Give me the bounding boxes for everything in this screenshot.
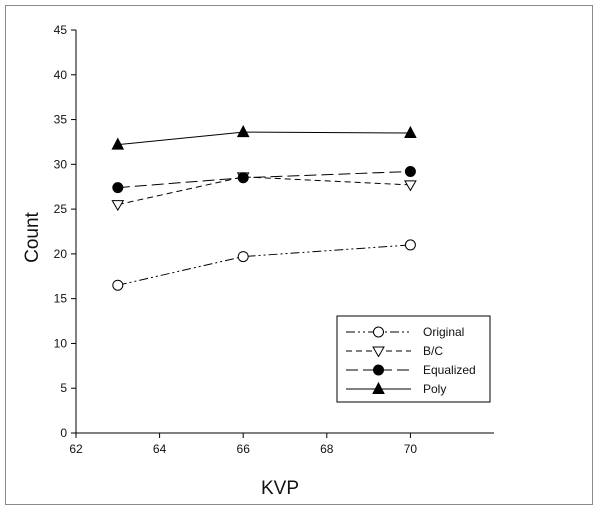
- x-tick-label: 68: [320, 442, 334, 456]
- x-tick-label: 62: [69, 442, 83, 456]
- series-original: [112, 239, 416, 291]
- y-tick-label: 0: [60, 426, 67, 440]
- legend-swatch-marker: [373, 364, 384, 376]
- y-tick-label: 25: [54, 202, 68, 216]
- x-tick-label: 70: [404, 442, 418, 456]
- y-tick-label: 35: [54, 113, 68, 127]
- series-line: [117, 176, 411, 206]
- legend-box: [336, 315, 491, 403]
- chart-frame: [5, 5, 593, 505]
- series-line: [117, 131, 411, 146]
- legend-label: Original: [423, 325, 464, 339]
- legend-label: B/C: [423, 344, 443, 358]
- legend-label: Equalized: [423, 363, 476, 377]
- data-point: [404, 125, 417, 138]
- legend-label: Poly: [423, 382, 446, 396]
- x-axis-title: KVP: [261, 478, 299, 499]
- series-b-c: [111, 172, 417, 212]
- series-line: [117, 170, 411, 189]
- y-tick-label: 45: [54, 23, 68, 37]
- legend: Original B/C Equalized Poly: [336, 315, 491, 403]
- data-point: [111, 200, 125, 212]
- data-point: [404, 180, 417, 192]
- data-point: [237, 251, 249, 263]
- data-point: [237, 172, 249, 184]
- legend-swatch-marker: [372, 346, 385, 358]
- y-tick-label: 30: [54, 157, 68, 171]
- series-poly: [111, 125, 417, 150]
- x-tick-label: 64: [153, 442, 167, 456]
- data-point: [236, 125, 250, 138]
- y-tick-label: 40: [54, 68, 68, 82]
- data-point: [112, 279, 124, 291]
- data-point: [111, 137, 125, 150]
- data-point: [112, 182, 124, 194]
- legend-swatch-marker: [372, 381, 385, 394]
- x-tick-label: 66: [237, 442, 251, 456]
- series-equalized: [112, 165, 416, 194]
- y-tick-label: 5: [60, 381, 67, 395]
- series-layer: [111, 125, 417, 291]
- legend-swatch-marker: [373, 326, 384, 338]
- data-point: [404, 165, 416, 177]
- series-line: [117, 244, 411, 286]
- y-tick-label: 10: [54, 336, 68, 350]
- axes: 0 5 10 15 20 25 30 35 40 45 62 64 66 68 70: [54, 23, 494, 456]
- y-axis-title: Count: [22, 211, 43, 262]
- y-tick-label: 15: [54, 292, 68, 306]
- y-tick-label: 20: [54, 247, 68, 261]
- data-point: [404, 239, 416, 251]
